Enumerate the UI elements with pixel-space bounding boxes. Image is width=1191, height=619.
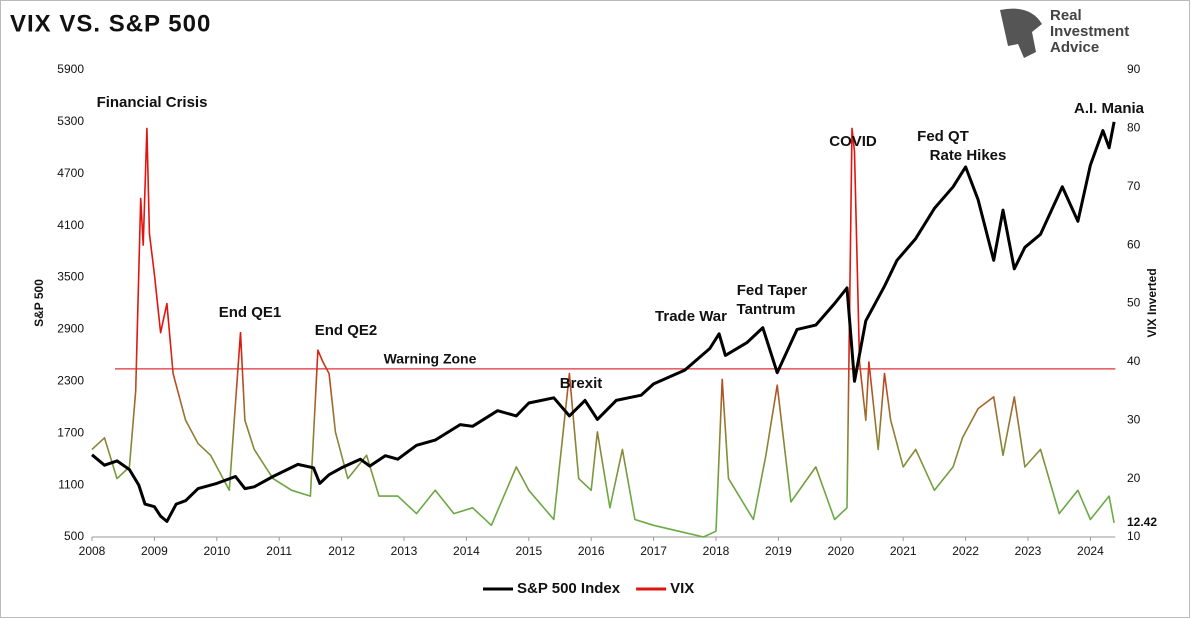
y-tick-label: 4700 bbox=[57, 166, 84, 180]
y-tick-label: 1700 bbox=[57, 425, 84, 439]
y2-tick-label: 80 bbox=[1127, 121, 1141, 135]
logo-text: Advice bbox=[1050, 39, 1099, 56]
x-tick-label: 2008 bbox=[79, 544, 106, 558]
x-tick-label: 2021 bbox=[890, 544, 917, 558]
annotation: Fed Taper bbox=[737, 282, 808, 299]
x-tick-label: 2010 bbox=[203, 544, 230, 558]
y-tick-label: 5900 bbox=[57, 62, 84, 76]
x-tick-label: 2015 bbox=[515, 544, 542, 558]
x-tick-label: 2012 bbox=[328, 544, 355, 558]
logo: Real Investment Advice bbox=[1000, 7, 1129, 58]
y2-tick-label: 40 bbox=[1127, 354, 1141, 368]
x-tick-label: 2024 bbox=[1077, 544, 1104, 558]
x-tick-label: 2019 bbox=[765, 544, 792, 558]
x-tick-label: 2009 bbox=[141, 544, 168, 558]
y2-tick-label: 20 bbox=[1127, 471, 1141, 485]
y-tick-label: 500 bbox=[64, 529, 84, 543]
warning-label: Warning Zone bbox=[384, 351, 477, 367]
annotation: COVID bbox=[829, 133, 877, 150]
annotation: Financial Crisis bbox=[97, 94, 208, 111]
last-value-label: 12.42 bbox=[1127, 515, 1157, 529]
y-tick-label: 2300 bbox=[57, 374, 84, 388]
x-tick-label: 2023 bbox=[1015, 544, 1042, 558]
vix-line bbox=[91, 127, 1115, 538]
y-axis-label: S&P 500 bbox=[32, 279, 46, 327]
x-tick-label: 2020 bbox=[827, 544, 854, 558]
y2-tick-label: 30 bbox=[1127, 412, 1141, 426]
y-tick-label: 1100 bbox=[58, 477, 84, 491]
y2-axis-label: VIX Inverted bbox=[1145, 268, 1159, 337]
legend-label: S&P 500 Index bbox=[517, 580, 621, 597]
x-tick-label: 2014 bbox=[453, 544, 480, 558]
annotation: Rate Hikes bbox=[930, 147, 1007, 164]
y2-tick-label: 70 bbox=[1127, 179, 1141, 193]
y2-tick-label: 90 bbox=[1127, 62, 1141, 76]
logo-text: Real bbox=[1050, 7, 1082, 24]
y2-tick-label: 50 bbox=[1127, 296, 1141, 310]
y-tick-label: 2900 bbox=[57, 322, 84, 336]
x-tick-label: 2013 bbox=[391, 544, 418, 558]
y-tick-label: 3500 bbox=[57, 270, 84, 284]
x-tick-label: 2018 bbox=[703, 544, 730, 558]
sp500-line bbox=[91, 121, 1116, 523]
annotation: Trade War bbox=[655, 308, 727, 325]
annotation: A.I. Mania bbox=[1074, 100, 1145, 117]
x-tick-label: 2016 bbox=[578, 544, 605, 558]
y-tick-label: 4100 bbox=[57, 218, 84, 232]
annotation: Fed QT bbox=[917, 128, 969, 145]
y2-tick-label: 60 bbox=[1127, 237, 1141, 251]
x-tick-label: 2022 bbox=[952, 544, 979, 558]
x-tick-label: 2017 bbox=[640, 544, 667, 558]
annotation: End QE2 bbox=[315, 322, 378, 339]
logo-icon bbox=[1000, 8, 1042, 58]
annotation: Tantrum bbox=[737, 301, 796, 318]
x-tick-label: 2011 bbox=[266, 544, 292, 558]
logo-text: Investment bbox=[1050, 23, 1129, 40]
legend-label: VIX bbox=[670, 580, 694, 597]
y2-tick-label: 10 bbox=[1127, 529, 1141, 543]
chart-title: VIX VS. S&P 500 bbox=[10, 10, 211, 37]
annotation: End QE1 bbox=[219, 304, 282, 321]
annotation: Brexit bbox=[560, 375, 603, 392]
y-tick-label: 5300 bbox=[57, 114, 84, 128]
